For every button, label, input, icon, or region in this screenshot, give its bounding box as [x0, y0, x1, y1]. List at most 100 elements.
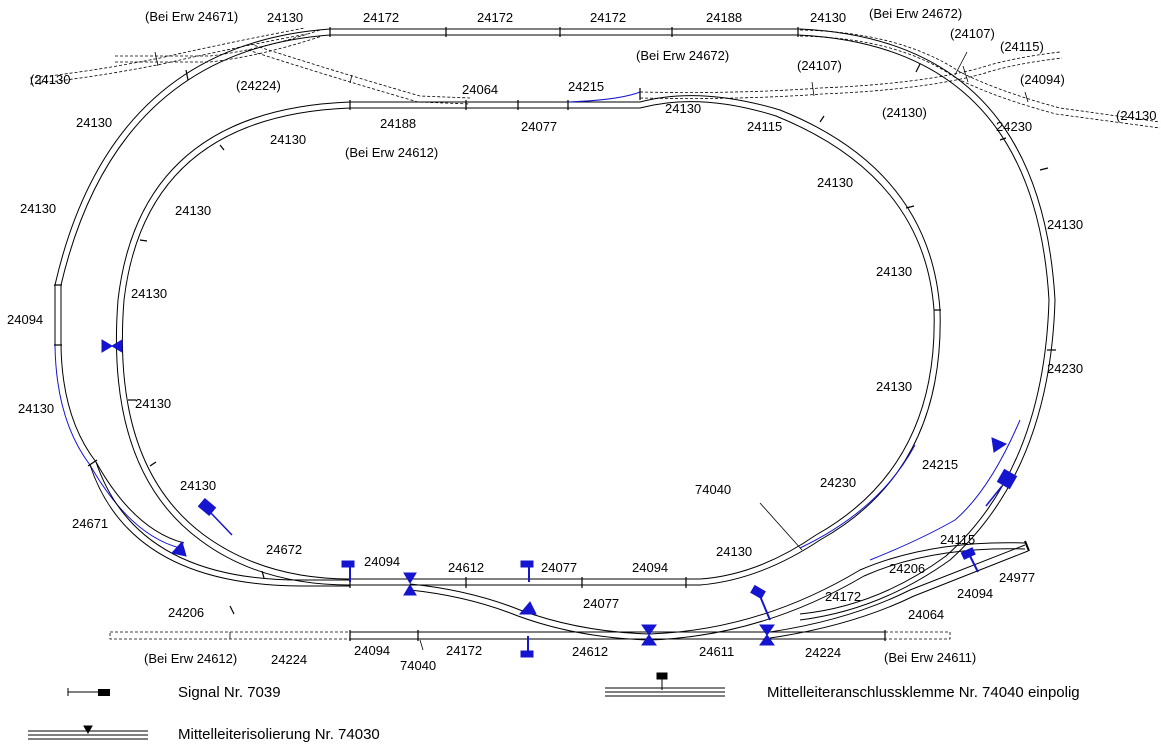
s-curve-b: [409, 589, 651, 641]
track-label-24115-inner: 24115: [747, 119, 782, 134]
track-label-bei-24672-top: (Bei Erw 24672): [869, 6, 962, 21]
dashed-tie-6: [962, 65, 969, 83]
track-label-24977: 24977: [999, 570, 1035, 585]
track-label-24612-b2: 24612: [572, 644, 608, 659]
track-label-24224-b1: 24224: [271, 652, 307, 667]
outer-east-blue: [869, 419, 1021, 561]
outer-sw-b: [95, 461, 350, 581]
legend-signal-label: Signal Nr. 7039: [178, 684, 281, 701]
s-curve-a: [409, 583, 651, 635]
outer-west-blue-b: [60, 344, 185, 544]
signal-b1: [341, 560, 355, 582]
track-label-24130-b: 24130: [716, 544, 752, 559]
dashed-track-se: [884, 631, 951, 640]
track-label-24130-outer-nw: 24130: [76, 115, 112, 130]
signal-sw: [197, 497, 233, 536]
track-label-bei-24672-mid: (Bei Erw 24672): [636, 48, 729, 63]
track-label-top-24130b: 24130: [810, 10, 846, 25]
track-label-24094-b1: 24094: [364, 554, 400, 569]
dashed-track-ne-a: [799, 29, 1161, 123]
track-label-24130-inner-e3: 24130: [876, 379, 912, 394]
isolation-marker-b1: [403, 572, 417, 584]
track-label-24094-left: 24094: [7, 312, 43, 327]
inner-se-blue: [799, 444, 916, 549]
track-label-24224-b2: 24224: [805, 645, 841, 660]
signal-b3: [520, 636, 534, 658]
track-label-24671: 24671: [72, 516, 108, 531]
signal-b2: [520, 560, 534, 582]
track-label-24130-inner-e2: 24130: [876, 264, 912, 279]
optional-tracks: [29, 27, 1161, 640]
track-label-24206-right: 24206: [889, 561, 925, 576]
outer-sw-a: [89, 464, 350, 587]
track-label-24130-outer-w2: 24130: [18, 401, 54, 416]
isolation-marker-b2: [641, 624, 657, 636]
track-label-bei-24612-top: (Bei Erw 24612): [345, 145, 438, 160]
track-label-24188-inner: 24188: [380, 116, 416, 131]
isolation-marker-b2b: [641, 634, 657, 646]
track-labels: (Bei Erw 24671) 24130 24172 24172 24172 24188…: [7, 6, 1156, 673]
track-label-top-24130a: 24130: [267, 10, 303, 25]
leader-lines: [419, 51, 968, 651]
track-label-24077-b1: 24077: [541, 560, 577, 575]
track-label-24130-inner-w3: 24130: [135, 396, 171, 411]
track-label-24130-far-right: (24130: [1116, 108, 1156, 123]
track-label-24172-b1: 24172: [825, 589, 861, 604]
track-label-24611: 24611: [699, 644, 734, 659]
diagonal-b: [649, 548, 1026, 641]
track-label-bei-24671: (Bei Erw 24671): [145, 9, 238, 24]
track-label-24230-outer-e2: 24230: [1047, 361, 1083, 376]
track-label-24107b: (24107): [797, 58, 842, 73]
dashed-tie-4: [811, 81, 815, 97]
track-label-24064-top: 24064: [462, 82, 498, 97]
outer-loop-west-a: [54, 28, 331, 345]
isolation-marker-e: [991, 437, 1008, 453]
track-label-24130-outer-e1: 24130: [1047, 217, 1083, 232]
legend: Signal Nr. 7039 Mittelleiterisolierung N…: [28, 672, 1080, 743]
dashed-tie-3: [349, 74, 353, 84]
track-label-24130-inner-w1: 24130: [175, 203, 211, 218]
isolation-marker-w2: [111, 339, 123, 353]
legend-isolation-symbol: [28, 725, 148, 740]
outer-loop-rail-a: [330, 28, 1056, 621]
signal-far-se: [960, 547, 979, 573]
legend-connector-symbol: [605, 672, 725, 697]
track-label-24206-left: 24206: [168, 605, 204, 620]
track-label-24230-outer-ne: 24230: [996, 119, 1032, 134]
track-label-24115-b: 24115: [940, 532, 975, 547]
dashed-track-w-a: [29, 27, 306, 79]
track-label-top-24172a: 24172: [363, 10, 399, 25]
track-label-24094-b2: 24094: [632, 560, 668, 575]
dashed-track-e-b: [639, 57, 1063, 99]
inner-loop-west-a: [115, 101, 351, 586]
siding-b: [769, 550, 1029, 639]
track-label-24077-inner: 24077: [521, 119, 557, 134]
track-label-24130-inner-e1: 24130: [817, 175, 853, 190]
track-label-24672: 24672: [266, 542, 302, 557]
track-label-24094-b3: 24094: [957, 586, 993, 601]
signals: [197, 468, 1018, 658]
isolation-marker-w: [101, 339, 113, 353]
track-label-24130-outer-w1: 24130: [20, 201, 56, 216]
track-label-24230-inner-se: 24230: [820, 475, 856, 490]
dashed-track-nw-b: [115, 35, 323, 63]
track-label-top-24172b: 24172: [477, 10, 513, 25]
signal-se: [750, 584, 771, 621]
track-label-24130-paren-right: (24130): [882, 105, 927, 120]
dashed-track-cross-a: [249, 43, 471, 99]
track-label-24172-b2: 24172: [446, 643, 482, 658]
legend-signal-symbol: [67, 688, 110, 696]
track-label-24130-inner-w2: 24130: [131, 286, 167, 301]
isolation-markers: [101, 339, 1008, 646]
legend-connector-label: Mittelleiteranschlussklemme Nr. 74040 ei…: [767, 684, 1080, 701]
track-joints: [54, 27, 1056, 641]
track-label-top-24172c: 24172: [590, 10, 626, 25]
track-label-24094a: (24094): [1020, 72, 1065, 87]
dashed-tie-1: [154, 51, 159, 67]
track-label-24094-b4: 24094: [354, 643, 390, 658]
legend-isolation-label: Mittelleiterisolierung Nr. 74030: [178, 726, 380, 743]
dashed-track-w-b: [29, 33, 308, 85]
inner-loop-top-b: [350, 101, 935, 580]
track-label-24215-top: 24215: [568, 79, 604, 94]
